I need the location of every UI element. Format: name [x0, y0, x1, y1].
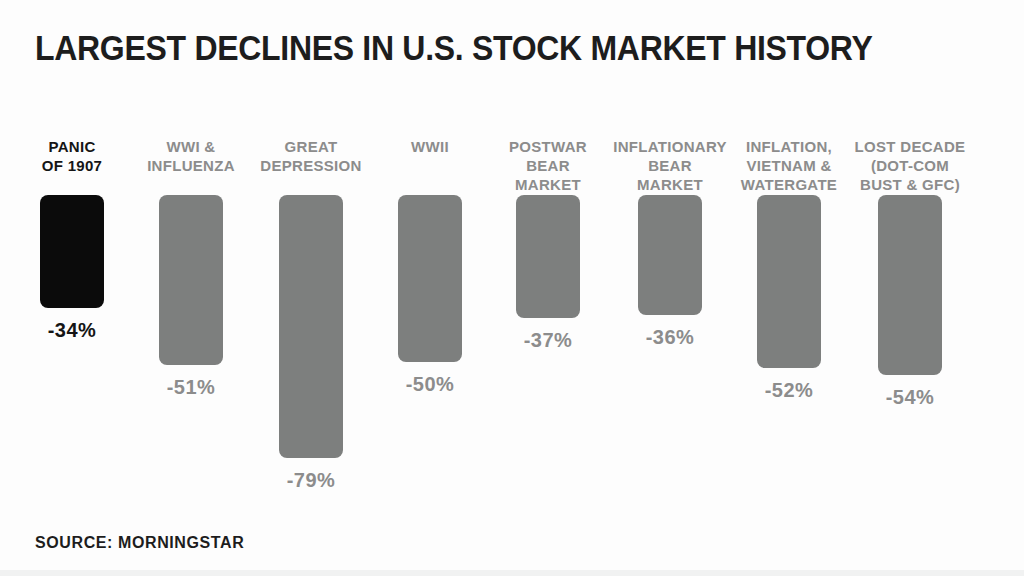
category-label: INFLATIONARY BEAR MARKET	[613, 137, 727, 195]
bar-chart: PANIC OF 1907 -34% WWI & INFLUENZA -51% GREA…	[0, 0, 1024, 576]
value-label: -50%	[406, 373, 455, 396]
value-label: -79%	[287, 469, 336, 492]
category-label: WWI & INFLUENZA	[147, 137, 235, 195]
value-label: -52%	[765, 379, 814, 402]
category-label: INFLATION, VIETNAM & WATERGATE	[741, 137, 837, 195]
value-label: -34%	[48, 319, 97, 342]
value-label: -51%	[167, 376, 216, 399]
decline-bar	[638, 195, 702, 315]
decline-bar	[878, 195, 942, 375]
decline-bar	[398, 195, 462, 362]
value-label: -37%	[524, 329, 573, 352]
source-note: SOURCE: MORNINGSTAR	[35, 534, 244, 552]
chart-column: LOST DECADE (DOT-COM BUST & GFC) -54%	[848, 137, 972, 409]
bottom-edge-divider	[0, 570, 1024, 576]
decline-bar	[279, 195, 343, 458]
chart-column: GREAT DEPRESSION -79%	[249, 137, 373, 492]
category-label: LOST DECADE (DOT-COM BUST & GFC)	[855, 137, 966, 195]
decline-bar	[757, 195, 821, 368]
category-label: POSTWAR BEAR MARKET	[509, 137, 587, 195]
category-label: PANIC OF 1907	[42, 137, 102, 195]
infographic-page: LARGEST DECLINES IN U.S. STOCK MARKET HI…	[0, 0, 1024, 576]
chart-column: WWII -50%	[368, 137, 492, 396]
chart-column: INFLATIONARY BEAR MARKET -36%	[608, 137, 732, 349]
decline-bar	[516, 195, 580, 318]
chart-column: WWI & INFLUENZA -51%	[129, 137, 253, 399]
value-label: -36%	[646, 326, 695, 349]
decline-bar	[40, 195, 104, 308]
decline-bar	[159, 195, 223, 365]
value-label: -54%	[886, 386, 935, 409]
chart-column: INFLATION, VIETNAM & WATERGATE -52%	[727, 137, 851, 402]
chart-column: PANIC OF 1907 -34%	[10, 137, 134, 342]
category-label: WWII	[411, 137, 449, 195]
chart-column: POSTWAR BEAR MARKET -37%	[486, 137, 610, 352]
category-label: GREAT DEPRESSION	[260, 137, 361, 195]
